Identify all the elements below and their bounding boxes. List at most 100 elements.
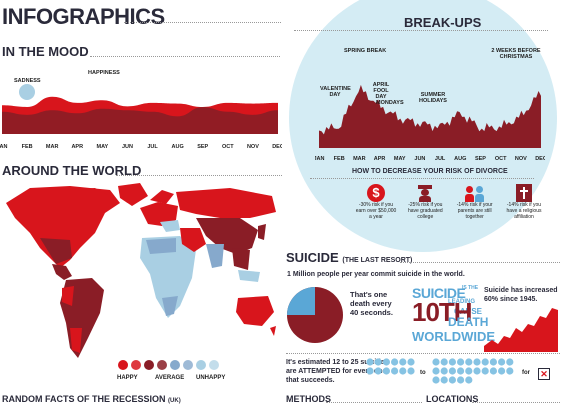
legend-happy: HAPPY: [117, 375, 138, 381]
section-suicide: SUICIDE (THE LAST RESORT): [286, 250, 412, 265]
attempt-dot: [457, 376, 465, 384]
southeast-asia: [232, 248, 250, 270]
locations-title: LOCATIONS: [426, 394, 479, 404]
japan: [258, 224, 266, 240]
attempt-dot: [465, 358, 473, 366]
new-zealand: [270, 326, 276, 336]
legend-dot: [118, 360, 128, 370]
section-mood-title: IN THE MOOD: [2, 44, 89, 59]
attempt-dot: [448, 358, 456, 366]
legend-dot: [157, 360, 167, 370]
increase-area: [484, 308, 558, 352]
annotation-april-fool: APRIL FOOL DAY: [372, 82, 390, 100]
attempt-dot: [399, 367, 407, 375]
attempt-dot: [432, 358, 440, 366]
section-breakups-title: BREAK-UPS: [404, 15, 482, 30]
suicide-intro: 1 Million people per year commit suicide…: [287, 271, 465, 278]
legend-dot: [131, 360, 141, 370]
methods-title: METHODS: [286, 394, 331, 404]
argentina: [70, 328, 82, 353]
attempt-dot: [407, 358, 415, 366]
pie-text: That's one death every 40 seconds.: [350, 290, 393, 317]
suicide-title: SUICIDE: [286, 250, 339, 265]
divider: [124, 22, 281, 23]
attempt-dot: [374, 358, 382, 366]
risk-text: -14% risk if your parents are still toge…: [456, 202, 493, 220]
section-world-title: AROUND THE WORLD: [2, 163, 142, 178]
middle-east: [180, 228, 206, 252]
china: [196, 218, 258, 254]
breakups-chart: JAN FEB MAR APR MAY JUN JUL AUG SEP OCT NOV DEC: [315, 84, 545, 162]
risk-text: -25% risk if you have graduated college: [407, 202, 443, 220]
tenth-cause-block: SUICIDE IS THE LEADING CAUSE 10TH DEATH …: [406, 285, 495, 355]
greenland: [118, 183, 148, 206]
breakups-tick-label: AUG: [454, 156, 466, 162]
europe: [140, 202, 178, 226]
mood-tick-label: FEB: [22, 144, 33, 150]
attempt-dot: [382, 358, 390, 366]
attempt-dot: [489, 367, 497, 375]
breakups-tick-label: JUL: [435, 156, 446, 162]
sadness-marker: [19, 84, 35, 100]
world-legend-dots: [118, 360, 219, 370]
attempt-dot: [489, 358, 497, 366]
annotation-christmas: 2 WEEKS BEFORE CHRISTMAS: [491, 48, 541, 60]
divider: [294, 30, 548, 31]
attempt-dot: [498, 367, 506, 375]
attempt-dot: [366, 358, 374, 366]
legend-dot: [196, 360, 206, 370]
attempt-dot: [432, 367, 440, 375]
attempt-dot: [440, 358, 448, 366]
page-title: INFOGRAPHICS: [2, 4, 165, 29]
scandinavia: [150, 190, 174, 204]
attempts-text: It's estimated 12 to 25 suicides are ATT…: [286, 359, 389, 384]
breakups-tick-label: JUN: [414, 156, 425, 162]
annotation-mondays: MONDAYS: [376, 100, 404, 106]
divider: [472, 402, 560, 403]
graduate-icon: [416, 184, 434, 202]
attempt-dot: [506, 367, 514, 375]
divider: [326, 402, 422, 403]
pie-slice: [287, 287, 315, 315]
peru: [62, 286, 74, 306]
attempt-dot: [448, 367, 456, 375]
annotation-valentine: VALENTINE DAY: [320, 86, 351, 98]
north-africa: [146, 238, 176, 254]
increase-text: Suicide has increased 60% since 1945.: [484, 287, 558, 303]
attempt-dot: [481, 367, 489, 375]
breakups-tick-label: SEP: [475, 156, 486, 162]
breakups-tick-label: MAY: [394, 156, 406, 162]
increase-chart: [484, 308, 558, 352]
attempt-dot: [448, 376, 456, 384]
for-label: for: [522, 370, 530, 376]
mood-tick-label: NOV: [247, 144, 259, 150]
attempt-dot: [498, 358, 506, 366]
canada: [60, 188, 110, 206]
tenth-leading: LEADING: [448, 299, 475, 305]
australia: [236, 296, 274, 326]
section-random-facts: RANDOM FACTS OF THE RECESSION (UK): [2, 394, 181, 404]
tenth-number: 10TH: [412, 297, 473, 327]
divider: [310, 178, 534, 179]
attempt-dot: [407, 367, 415, 375]
breakups-tick-label: OCT: [495, 156, 507, 162]
breakups-tick-label: JAN: [315, 156, 325, 162]
tenth-death: DEATH: [448, 315, 489, 329]
mood-tick-label: AUG: [172, 144, 184, 150]
close-icon: ✕: [538, 368, 550, 380]
attempt-dot: [440, 367, 448, 375]
mood-tick-label: DEC: [272, 144, 282, 150]
divorce-title: HOW TO DECREASE YOUR RISK OF DIVORCE: [352, 168, 508, 175]
attempt-dot: [391, 358, 399, 366]
attempt-dot: [440, 376, 448, 384]
india: [206, 244, 224, 268]
mood-tick-label: MAY: [97, 144, 109, 150]
mood-tick-label: JAN: [0, 144, 8, 150]
world-map: [6, 183, 276, 358]
risk-item: -14% risk if you have a religious affili…: [503, 184, 545, 220]
breakups-tick-label: APR: [374, 156, 386, 162]
risk-item: $ -30% risk if you earn over $50,000 a y…: [355, 184, 397, 220]
attempt-dot: [374, 367, 382, 375]
divorce-icons: $ -30% risk if you earn over $50,000 a y…: [355, 184, 545, 220]
mood-tick-label: JUL: [147, 144, 158, 150]
